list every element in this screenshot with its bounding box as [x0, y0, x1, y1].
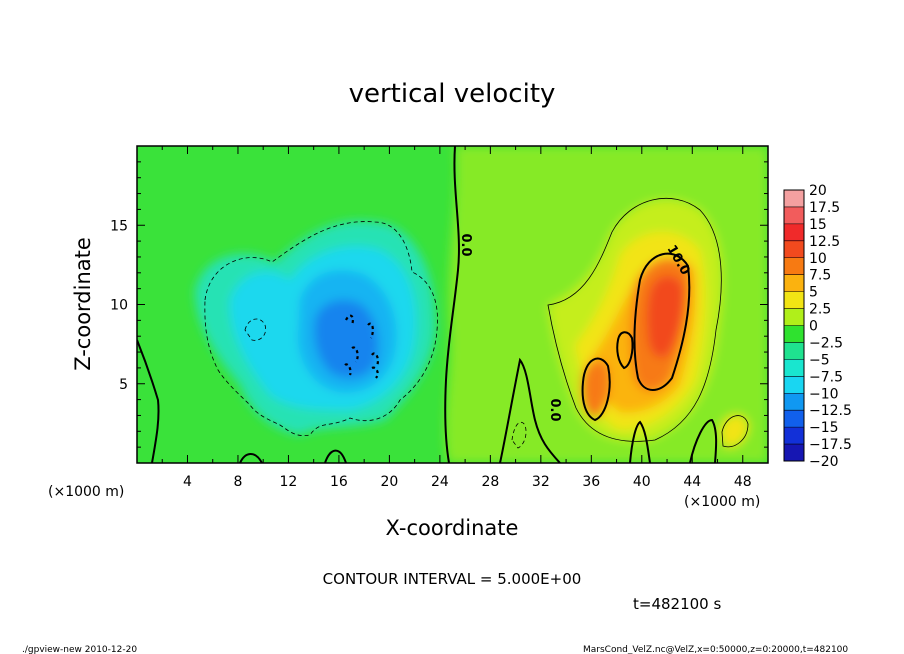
colorbar-label: 15 — [809, 217, 827, 233]
x-tick-label: 20 — [380, 474, 398, 490]
colorbar-segment — [784, 325, 804, 343]
colorbar-label: −10 — [809, 386, 839, 402]
zero-contour-bottom2 — [629, 420, 651, 463]
colorbar-segment — [784, 410, 804, 428]
colorbar-segment — [784, 427, 804, 445]
y-tick-label: 5 — [119, 377, 128, 393]
contour-neg10f — [371, 366, 379, 379]
zero-contour-mid — [444, 146, 460, 463]
contour-5 — [547, 197, 722, 442]
colorbar-segment — [784, 291, 804, 310]
colorbar-label: 2.5 — [809, 302, 831, 318]
colorbar-segment — [784, 342, 804, 360]
x-tick-label: 40 — [633, 474, 651, 490]
colorbar-segment — [784, 190, 804, 208]
zero-contour-bottom — [499, 357, 561, 463]
colorbar-segment — [784, 376, 804, 394]
contour-neg10 — [345, 314, 354, 326]
contour-lines — [137, 146, 749, 463]
colorbar-segment — [784, 240, 804, 259]
y-axis-ticks: 5 10 15 — [110, 161, 768, 448]
x-tick-label: 44 — [683, 474, 701, 490]
x-tick-label: 16 — [330, 474, 348, 490]
contour-label-bottom: 0.0 — [547, 398, 562, 421]
colorbar-segment — [784, 308, 804, 326]
x-unit-left: (×1000 m) — [48, 484, 124, 500]
colorbar-segment — [784, 257, 804, 276]
colorbar-label: 10 — [809, 251, 827, 267]
x-axis-ticks: 4 8 12 16 20 24 28 32 36 40 44 48 — [161, 146, 752, 490]
colorbar-segment — [784, 274, 804, 293]
contour-interval-text: CONTOUR INTERVAL = 5.000E+00 — [323, 570, 582, 588]
zero-contour-bottom4 — [239, 453, 263, 463]
colorbar-label: −7.5 — [809, 369, 843, 385]
colorbar-segment — [784, 223, 804, 242]
contour-10c — [616, 331, 634, 370]
x-axis-label: X-coordinate — [386, 516, 519, 540]
x-tick-label: 24 — [431, 474, 449, 490]
contour-neg5b — [244, 318, 267, 341]
colorbar-label: 0 — [809, 319, 818, 335]
zero-contour-left — [137, 339, 160, 463]
field-shading — [195, 146, 768, 463]
x-tick-label: 28 — [481, 474, 499, 490]
colorbar: 2017.51512.5107.552.50−2.5−5−7.5−10−12.5… — [783, 183, 852, 470]
y-tick-label: 15 — [110, 218, 128, 234]
zero-contour-bottom5 — [324, 449, 347, 463]
x-unit-right: (×1000 m) — [684, 494, 760, 510]
contour-neg10c — [351, 346, 359, 363]
colorbar-segment — [784, 393, 804, 411]
footer-right: MarsCond_VelZ.nc@VelZ,x=0:50000,z=0:2000… — [583, 645, 848, 654]
zero-contour-bottom3 — [689, 418, 718, 463]
colorbar-label: −5 — [809, 352, 830, 368]
colorbar-label: 20 — [809, 183, 827, 199]
x-tick-label: 32 — [532, 474, 550, 490]
chart-title: vertical velocity — [349, 79, 556, 109]
plot-area: 0.0 0.0 10.0 — [137, 146, 768, 463]
colorbar-label: −17.5 — [809, 437, 852, 453]
colorbar-label: −20 — [809, 454, 839, 470]
x-tick-label: 48 — [734, 474, 752, 490]
y-axis-label: Z-coordinate — [71, 237, 95, 371]
contour-neg10d — [371, 352, 380, 367]
colorbar-label: 12.5 — [809, 234, 840, 250]
contour-5b — [721, 415, 749, 448]
colorbar-label: 17.5 — [809, 200, 840, 216]
colorbar-segment — [784, 444, 804, 462]
contour-neg10e — [344, 363, 352, 376]
colorbar-label: −2.5 — [809, 335, 843, 351]
contour-neg10b — [367, 322, 374, 339]
x-tick-label: 36 — [582, 474, 600, 490]
x-tick-label: 12 — [280, 474, 298, 490]
footer-left: ./gpview-new 2010-12-20 — [22, 645, 137, 654]
contour-10b — [581, 357, 611, 422]
contour-10 — [633, 252, 691, 391]
x-tick-label: 8 — [233, 474, 242, 490]
colorbar-segment — [784, 206, 804, 225]
colorbar-label: −12.5 — [809, 403, 852, 419]
colorbar-label: 5 — [809, 285, 818, 301]
colorbar-label: −15 — [809, 420, 839, 436]
contour-label-mid: 0.0 — [458, 233, 473, 256]
x-tick-label: 4 — [183, 474, 192, 490]
time-text: t=482100 s — [633, 595, 721, 613]
colorbar-segment — [784, 359, 804, 377]
contour-neg5 — [204, 221, 438, 437]
y-tick-label: 10 — [110, 298, 128, 314]
colorbar-label: 7.5 — [809, 268, 831, 284]
